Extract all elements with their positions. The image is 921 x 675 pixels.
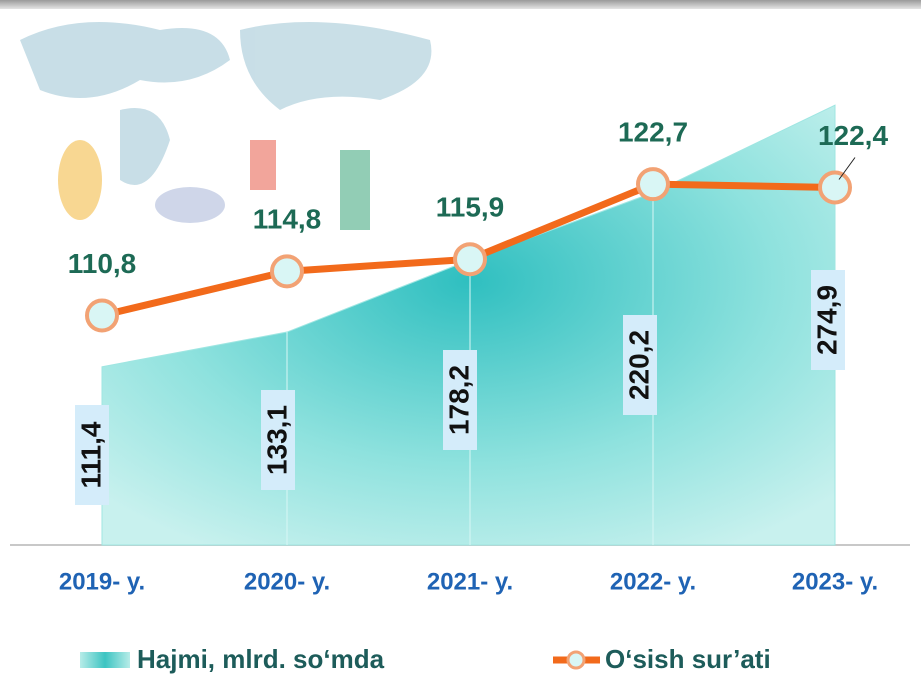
- marker: [270, 254, 304, 289]
- value-label-box: [261, 390, 295, 490]
- leader-line: [838, 157, 856, 180]
- value-label-text: 111,4: [75, 421, 106, 488]
- value-label: 274,9: [811, 270, 845, 370]
- value-label: 220,2: [623, 315, 657, 415]
- value-label-box: [623, 315, 657, 415]
- value-label: 111,4: [75, 405, 109, 505]
- legend-label: Hajmi, mlrd. so‘mda: [137, 644, 385, 674]
- legend-marker: [566, 650, 586, 670]
- value-label-box: [443, 350, 477, 450]
- value-label: 178,2: [443, 350, 477, 450]
- x-tick-label: 2021- y.: [427, 568, 513, 595]
- top-bar: [0, 0, 921, 9]
- marker: [85, 298, 119, 333]
- value-label: 115,9: [436, 192, 505, 223]
- marker: [453, 242, 487, 277]
- value-label-text: 220,2: [623, 330, 654, 400]
- marker: [636, 167, 670, 202]
- x-tick-label: 2019- y.: [59, 568, 145, 595]
- value-label-box: [811, 270, 845, 370]
- illustration: [20, 22, 432, 230]
- value-label: 122,4: [818, 120, 888, 151]
- legend-label: O‘sish sur’ati: [605, 644, 771, 674]
- legend-swatch: [80, 652, 130, 668]
- x-tick-label: 2020- y.: [244, 568, 330, 595]
- value-label-text: 274,9: [811, 285, 842, 355]
- value-label: 122,7: [618, 117, 688, 148]
- x-tick-label: 2023- y.: [792, 568, 878, 595]
- value-label: 110,8: [68, 248, 137, 279]
- value-label: 133,1: [261, 390, 295, 490]
- x-tick-label: 2022- y.: [610, 568, 696, 595]
- value-label: 114,8: [253, 204, 322, 235]
- value-label-text: 133,1: [261, 405, 292, 475]
- area: [101, 104, 836, 546]
- value-label-text: 178,2: [443, 365, 474, 435]
- value-label-box: [75, 405, 109, 505]
- marker: [818, 170, 852, 205]
